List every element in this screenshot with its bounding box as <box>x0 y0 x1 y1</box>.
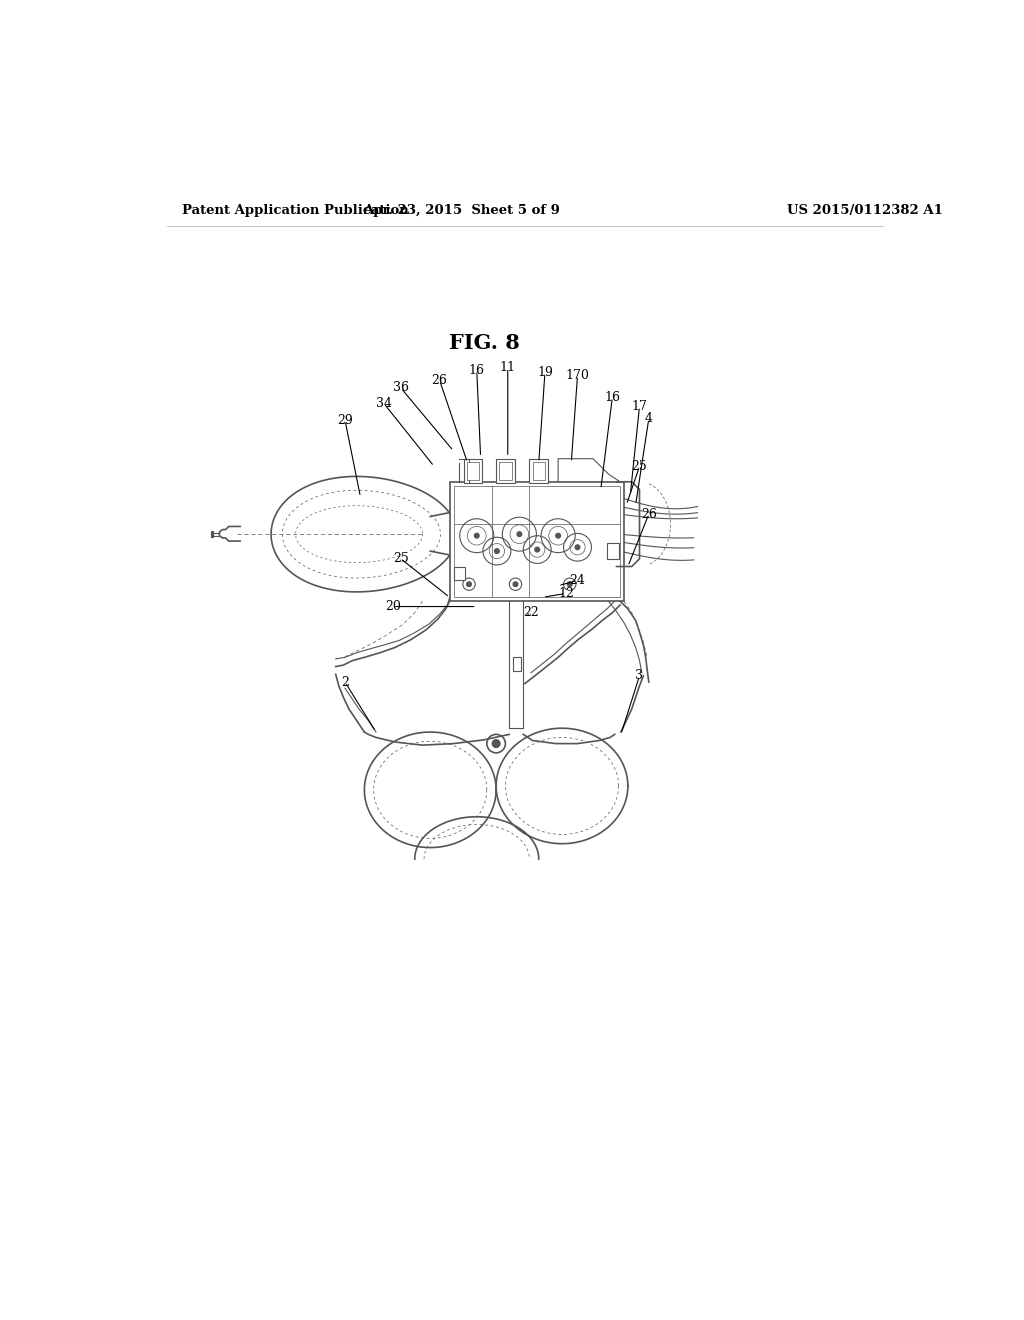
Circle shape <box>467 582 471 586</box>
Text: 26: 26 <box>641 508 656 520</box>
Text: Apr. 23, 2015  Sheet 5 of 9: Apr. 23, 2015 Sheet 5 of 9 <box>362 205 560 218</box>
Bar <box>529 459 548 483</box>
Bar <box>467 462 479 480</box>
Text: 2: 2 <box>341 676 349 689</box>
Text: 25: 25 <box>632 459 647 473</box>
Bar <box>532 462 545 480</box>
Text: 4: 4 <box>645 412 653 425</box>
Bar <box>513 657 521 671</box>
Bar <box>454 486 621 597</box>
Circle shape <box>535 548 540 552</box>
Text: 26: 26 <box>431 374 447 387</box>
Bar <box>464 459 482 483</box>
Text: US 2015/0112382 A1: US 2015/0112382 A1 <box>786 205 943 218</box>
Text: Patent Application Publication: Patent Application Publication <box>182 205 409 218</box>
Text: 36: 36 <box>393 381 409 395</box>
Circle shape <box>474 533 479 539</box>
Text: 3: 3 <box>636 669 643 682</box>
Text: 22: 22 <box>523 606 539 619</box>
Circle shape <box>517 532 521 536</box>
Text: 29: 29 <box>337 413 353 426</box>
Bar <box>500 462 512 480</box>
Circle shape <box>556 533 560 539</box>
Circle shape <box>513 582 518 586</box>
Text: 17: 17 <box>632 400 647 413</box>
Text: 25: 25 <box>393 552 409 565</box>
Text: 170: 170 <box>565 370 590 381</box>
Text: 11: 11 <box>500 362 516 375</box>
Text: 12: 12 <box>558 587 573 601</box>
Text: 20: 20 <box>385 601 401 612</box>
Text: FIG. 8: FIG. 8 <box>450 333 520 354</box>
Circle shape <box>493 739 500 747</box>
Text: 24: 24 <box>569 574 586 587</box>
Bar <box>607 544 618 558</box>
Bar <box>496 459 515 483</box>
Bar <box>450 482 624 601</box>
Bar <box>454 566 465 581</box>
Circle shape <box>495 549 500 553</box>
Text: 16: 16 <box>469 363 484 376</box>
Text: 34: 34 <box>376 397 392 409</box>
Text: 16: 16 <box>604 391 621 404</box>
Text: 19: 19 <box>537 366 553 379</box>
Circle shape <box>575 545 580 549</box>
Circle shape <box>567 582 572 586</box>
